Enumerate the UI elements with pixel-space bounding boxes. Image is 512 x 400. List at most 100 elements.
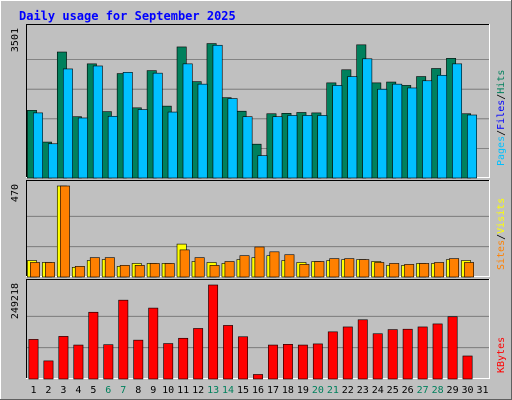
legend-entry: / <box>496 130 507 136</box>
x-tick-label: 17 <box>267 385 279 396</box>
bar-sites-day-5 <box>89 257 100 278</box>
bar-pages-day-27 <box>422 80 433 179</box>
legend-entry: Hits <box>496 70 507 94</box>
legend-entry: Pages <box>496 136 507 166</box>
legend: Sites/Visits <box>496 198 507 270</box>
bar-kbytes-day-28 <box>432 323 443 380</box>
x-tick-label: 28 <box>432 385 444 396</box>
x-tick-label: 8 <box>135 385 141 396</box>
bar-kbytes-day-29 <box>447 316 458 380</box>
bar-sites-day-15 <box>239 255 250 278</box>
legend: Pages/Files/Hits <box>496 70 507 166</box>
bar-kbytes-day-12 <box>193 328 204 380</box>
bar-sites-day-9 <box>149 263 160 278</box>
x-tick-label: 29 <box>447 385 459 396</box>
bar-sites-day-21 <box>329 258 340 278</box>
bar-sites-day-17 <box>269 251 280 278</box>
bar-kbytes-day-27 <box>417 326 428 380</box>
bar-pages-day-16 <box>257 155 268 179</box>
x-tick-label: 11 <box>177 385 189 396</box>
x-tick-label: 12 <box>192 385 204 396</box>
bar-sites-day-22 <box>344 258 355 278</box>
bar-kbytes-day-23 <box>357 319 368 380</box>
bar-sites-day-24 <box>374 262 385 278</box>
bar-kbytes-day-16 <box>253 374 263 380</box>
bar-pages-day-10 <box>167 111 178 179</box>
bar-kbytes-day-19 <box>297 344 308 380</box>
bar-sites-day-20 <box>314 261 325 278</box>
bar-sites-day-2 <box>45 262 55 278</box>
x-tick-label: 24 <box>372 385 384 396</box>
bar-pages-day-12 <box>197 83 208 179</box>
bar-kbytes-day-25 <box>387 329 398 380</box>
bar-pages-day-29 <box>452 63 463 179</box>
bar-kbytes-day-20 <box>312 343 323 380</box>
bar-pages-day-1 <box>33 112 43 179</box>
x-tick-label: 20 <box>312 385 324 396</box>
bar-kbytes-day-1 <box>28 339 39 380</box>
y-max-label: 470 <box>10 184 21 202</box>
bar-pages-day-17 <box>272 116 283 179</box>
bar-kbytes-day-2 <box>43 360 54 380</box>
x-tick-label: 31 <box>476 385 488 396</box>
x-tick-label: 26 <box>402 385 414 396</box>
bar-kbytes-day-3 <box>58 336 69 380</box>
bar-sites-day-13 <box>209 265 220 278</box>
chart-panels: 3501Pages/Files/Hits470Sites/Visits24921… <box>10 24 507 380</box>
bar-sites-day-29 <box>449 258 460 278</box>
bar-sites-day-14 <box>224 261 235 278</box>
panel-background <box>26 279 490 379</box>
bar-kbytes-day-7 <box>118 299 129 380</box>
bar-pages-day-11 <box>182 63 193 179</box>
bar-sites-day-6 <box>104 257 115 278</box>
bar-pages-day-13 <box>212 44 223 179</box>
bar-sites-day-10 <box>164 263 175 278</box>
x-tick-label: 6 <box>105 385 111 396</box>
bar-kbytes-day-13 <box>208 284 219 380</box>
bar-kbytes-day-14 <box>223 325 233 380</box>
bar-pages-day-8 <box>137 109 148 179</box>
x-tick-label: 3 <box>60 385 66 396</box>
x-tick-label: 27 <box>417 385 429 396</box>
bar-sites-day-3 <box>59 185 70 278</box>
bar-kbytes-day-11 <box>178 337 189 380</box>
bar-kbytes-day-30 <box>462 355 473 380</box>
bar-kbytes-day-5 <box>88 311 99 380</box>
bar-pages-day-18 <box>287 115 298 179</box>
bar-sites-day-18 <box>284 254 295 278</box>
x-tick-label: 23 <box>357 385 369 396</box>
x-tick-label: 25 <box>387 385 399 396</box>
bar-pages-day-15 <box>242 116 253 179</box>
bar-sites-day-25 <box>389 263 400 278</box>
bar-sites-day-27 <box>419 263 430 278</box>
x-tick-label: 22 <box>342 385 354 396</box>
bar-sites-day-30 <box>464 262 474 278</box>
bar-sites-day-28 <box>434 262 445 278</box>
bar-kbytes-day-6 <box>103 344 114 380</box>
bar-pages-day-5 <box>92 65 103 179</box>
legend-entry: Sites <box>496 240 507 270</box>
bar-pages-day-14 <box>227 98 238 179</box>
legend: KBytes <box>496 337 507 373</box>
x-tick-label: 21 <box>327 385 339 396</box>
bar-kbytes-day-15 <box>238 336 248 380</box>
x-tick-label: 4 <box>75 385 81 396</box>
bar-pages-day-3 <box>62 68 73 179</box>
bar-sites-day-23 <box>359 259 370 278</box>
bar-kbytes-day-22 <box>342 326 353 380</box>
legend-entry: / <box>496 94 507 100</box>
bar-pages-day-28 <box>437 74 448 179</box>
bar-pages-day-26 <box>407 87 418 179</box>
x-tick-label: 7 <box>120 385 126 396</box>
legend-entry: KBytes <box>496 337 507 373</box>
x-tick-label: 30 <box>462 385 474 396</box>
bar-sites-day-8 <box>134 265 145 278</box>
bar-pages-day-6 <box>107 115 118 179</box>
x-tick-label: 16 <box>252 385 264 396</box>
bar-pages-day-20 <box>317 115 328 179</box>
y-max-label: 3501 <box>10 28 21 52</box>
bar-kbytes-day-18 <box>282 343 293 380</box>
x-tick-label: 13 <box>207 385 219 396</box>
x-tick-label: 2 <box>45 385 51 396</box>
